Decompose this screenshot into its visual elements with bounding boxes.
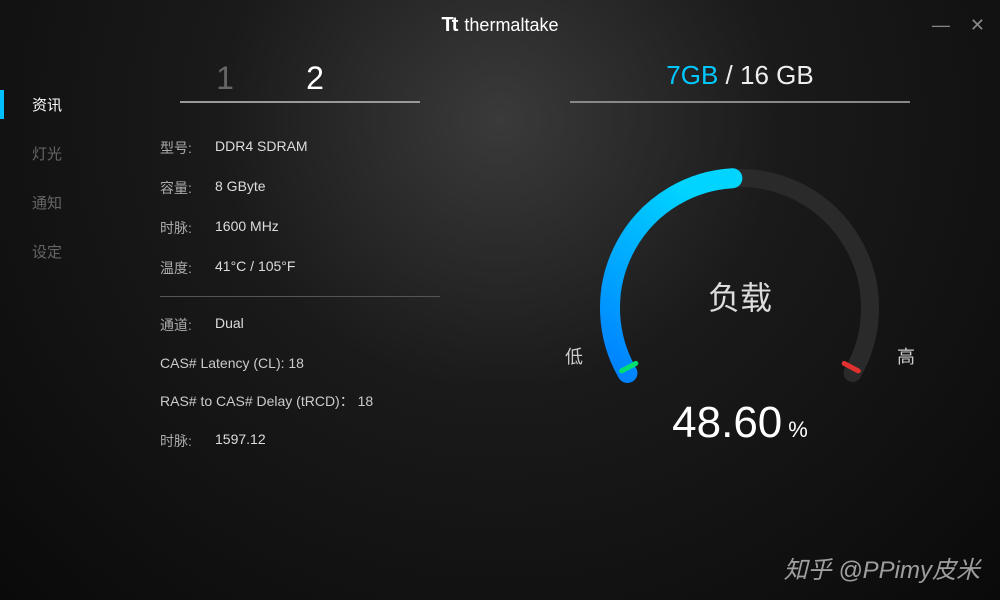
clock-label: 时脉: [160, 218, 215, 238]
temp-value: 41°C / 105°F [215, 258, 295, 278]
cas-latency: CAS# Latency (CL): 18 [160, 345, 470, 381]
clock2-label: 时脉: [160, 431, 215, 451]
memory-usage: 7GB / 16 GB [570, 60, 910, 103]
divider [160, 296, 440, 297]
sidebar-item-notifications[interactable]: 通知 [0, 178, 100, 227]
memory-separator: / [718, 60, 740, 90]
sidebar-item-settings[interactable]: 设定 [0, 227, 100, 276]
info-row-channel: 通道: Dual [160, 305, 470, 345]
left-panel: 1 2 型号: DDR4 SDRAM 容量: 8 GByte 时脉: 1600 … [160, 60, 470, 600]
brand-logo: Tt thermaltake [442, 14, 559, 37]
clock2-value: 1597.12 [215, 431, 266, 451]
tab-slot-1[interactable]: 1 [180, 60, 270, 97]
info-row-capacity: 容量: 8 GByte [160, 168, 470, 208]
gauge-number: 48.60 [672, 398, 782, 447]
info-row-model: 型号: DDR4 SDRAM [160, 128, 470, 168]
channel-label: 通道: [160, 315, 215, 335]
model-value: DDR4 SDRAM [215, 138, 308, 158]
titlebar: Tt thermaltake — ✕ [0, 0, 1000, 50]
gauge-value: 48.60% [550, 398, 930, 448]
sidebar-item-info[interactable]: 资讯 [0, 80, 100, 129]
memory-info-list: 型号: DDR4 SDRAM 容量: 8 GByte 时脉: 1600 MHz … [160, 128, 470, 461]
info-row-temp: 温度: 41°C / 105°F [160, 248, 470, 288]
model-label: 型号: [160, 138, 215, 158]
ras-to-cas-delay: RAS# to CAS# Delay (tRCD)： 18 [160, 381, 470, 421]
memory-used: 7GB [666, 60, 718, 90]
channel-value: Dual [215, 315, 244, 335]
capacity-value: 8 GByte [215, 178, 266, 198]
clock-value: 1600 MHz [215, 218, 279, 238]
gauge-center-label: 负载 [550, 273, 930, 319]
gauge-percent-symbol: % [788, 417, 808, 442]
info-row-clock2: 时脉: 1597.12 [160, 421, 470, 461]
capacity-label: 容量: [160, 178, 215, 198]
sidebar-item-lighting[interactable]: 灯光 [0, 129, 100, 178]
minimize-button[interactable]: — [932, 15, 950, 36]
gauge-high-label: 高 [897, 343, 915, 369]
brand-name: thermaltake [464, 15, 558, 36]
logo-icon: Tt [442, 14, 457, 37]
tab-slot-2[interactable]: 2 [270, 60, 360, 97]
window-controls: — ✕ [932, 15, 985, 36]
load-gauge: 负载 低 高 48.60% [550, 133, 930, 453]
right-panel: 7GB / 16 GB 负载 低 高 [470, 60, 970, 600]
memory-total: 16 GB [740, 60, 814, 90]
gauge-low-label: 低 [565, 343, 583, 369]
watermark: 知乎 @PPimy皮米 [784, 550, 980, 585]
sidebar: 资讯 灯光 通知 设定 [0, 50, 100, 600]
info-row-clock: 时脉: 1600 MHz [160, 208, 470, 248]
slot-tabs: 1 2 [180, 60, 420, 103]
temp-label: 温度: [160, 258, 215, 278]
close-button[interactable]: ✕ [970, 15, 985, 36]
